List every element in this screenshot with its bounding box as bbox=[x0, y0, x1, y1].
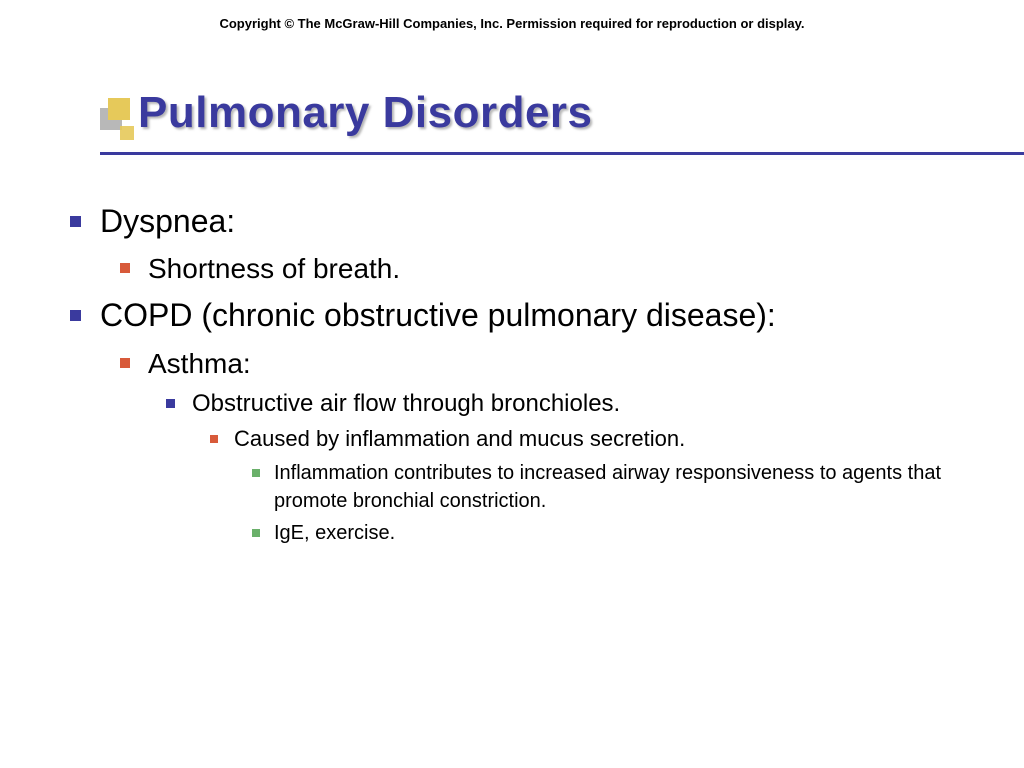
list-item: Caused by inflammation and mucus secreti… bbox=[210, 424, 974, 547]
list-item: Asthma: Obstructive air flow through bro… bbox=[120, 344, 974, 548]
title-underline bbox=[100, 152, 1024, 155]
copyright-notice: Copyright © The McGraw-Hill Companies, I… bbox=[0, 16, 1024, 31]
title-decoration-icon bbox=[100, 98, 136, 134]
list-item: Dyspnea: Shortness of breath. bbox=[70, 200, 974, 288]
list-text: Dyspnea: bbox=[100, 203, 235, 239]
list-text: IgE, exercise. bbox=[274, 522, 395, 544]
list-text: Shortness of breath. bbox=[148, 253, 400, 284]
slide-title: Pulmonary Disorders bbox=[138, 88, 984, 138]
list-text: Inflammation contributes to increased ai… bbox=[274, 462, 941, 512]
bullet-icon bbox=[252, 469, 260, 477]
bullet-icon bbox=[120, 263, 130, 273]
list-item: Obstructive air flow through bronchioles… bbox=[166, 387, 974, 547]
bullet-icon bbox=[166, 399, 175, 408]
list-text: Obstructive air flow through bronchioles… bbox=[192, 390, 620, 417]
bullet-icon bbox=[210, 435, 218, 443]
list-item: COPD (chronic obstructive pulmonary dise… bbox=[70, 294, 974, 547]
list-text: COPD (chronic obstructive pulmonary dise… bbox=[100, 297, 776, 333]
list-item: Shortness of breath. bbox=[120, 249, 974, 288]
list-item: Inflammation contributes to increased ai… bbox=[252, 459, 974, 515]
bullet-icon bbox=[70, 310, 81, 321]
list-item: IgE, exercise. bbox=[252, 519, 974, 547]
list-text: Asthma: bbox=[148, 348, 251, 379]
list-text: Caused by inflammation and mucus secreti… bbox=[234, 426, 685, 451]
bullet-icon bbox=[120, 358, 130, 368]
bullet-icon bbox=[70, 216, 81, 227]
bullet-icon bbox=[252, 529, 260, 537]
slide-title-block: Pulmonary Disorders bbox=[100, 88, 984, 138]
slide-body: Dyspnea: Shortness of breath. COPD (chro… bbox=[70, 200, 974, 553]
